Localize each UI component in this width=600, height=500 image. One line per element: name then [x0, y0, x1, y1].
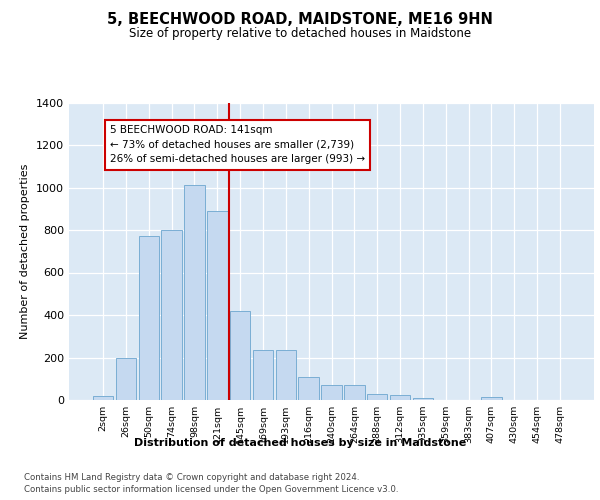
Bar: [321, 385, 342, 400]
Bar: [344, 385, 365, 400]
Bar: [367, 394, 388, 400]
Y-axis label: Number of detached properties: Number of detached properties: [20, 164, 31, 339]
Text: Contains public sector information licensed under the Open Government Licence v3: Contains public sector information licen…: [24, 485, 398, 494]
Bar: [230, 310, 250, 400]
Bar: [413, 398, 433, 400]
Text: 5, BEECHWOOD ROAD, MAIDSTONE, ME16 9HN: 5, BEECHWOOD ROAD, MAIDSTONE, ME16 9HN: [107, 12, 493, 28]
Bar: [161, 230, 182, 400]
Bar: [139, 236, 159, 400]
Bar: [253, 350, 273, 400]
Bar: [298, 378, 319, 400]
Text: 5 BEECHWOOD ROAD: 141sqm
← 73% of detached houses are smaller (2,739)
26% of sem: 5 BEECHWOOD ROAD: 141sqm ← 73% of detach…: [110, 125, 365, 164]
Bar: [390, 396, 410, 400]
Text: Contains HM Land Registry data © Crown copyright and database right 2024.: Contains HM Land Registry data © Crown c…: [24, 472, 359, 482]
Text: Distribution of detached houses by size in Maidstone: Distribution of detached houses by size …: [134, 438, 466, 448]
Bar: [207, 211, 227, 400]
Bar: [184, 186, 205, 400]
Bar: [93, 396, 113, 400]
Bar: [481, 397, 502, 400]
Bar: [116, 358, 136, 400]
Bar: [275, 350, 296, 400]
Text: Size of property relative to detached houses in Maidstone: Size of property relative to detached ho…: [129, 28, 471, 40]
